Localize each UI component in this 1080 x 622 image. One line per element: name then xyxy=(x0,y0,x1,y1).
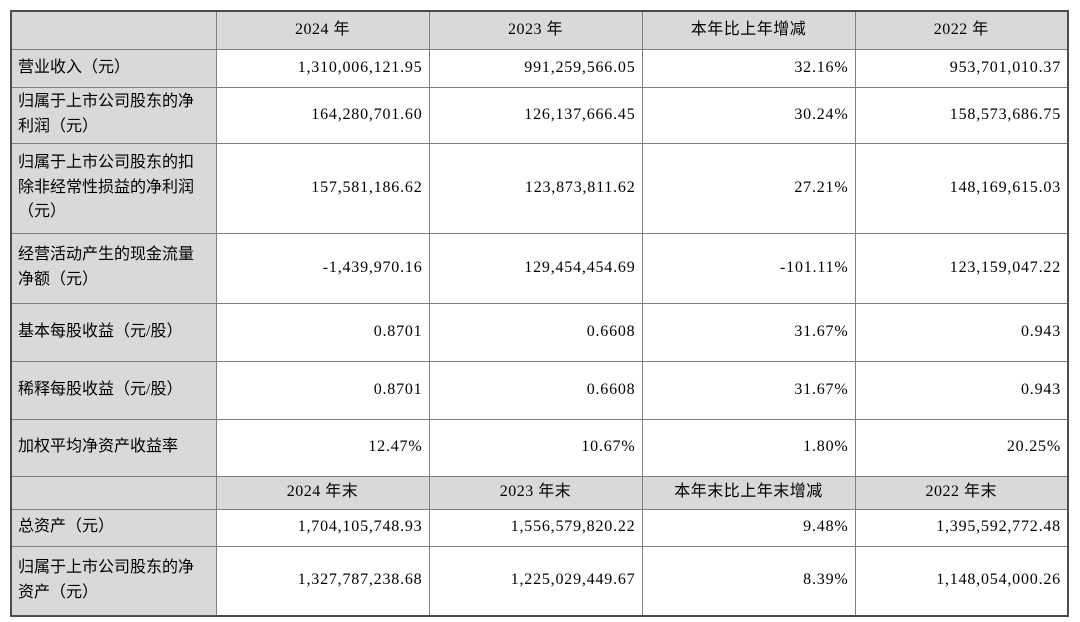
cell-value: 10.67% xyxy=(428,418,643,477)
cell-value: 0.8701 xyxy=(215,302,430,362)
col-header-year-end-change: 本年末比上年末增减 xyxy=(641,475,856,510)
cell-value: 12.47% xyxy=(215,418,430,477)
cell-value: 9.48% xyxy=(641,508,856,547)
cell-value: 0.943 xyxy=(854,302,1069,362)
cell-value: 1,225,029,449.67 xyxy=(428,545,643,617)
cell-value: 953,701,010.37 xyxy=(854,48,1069,88)
cell-value: -1,439,970.16 xyxy=(215,232,430,304)
table-row-net-assets: 归属于上市公司股东的净资产（元） 1,327,787,238.68 1,225,… xyxy=(10,545,1069,617)
row-label: 归属于上市公司股东的净资产（元） xyxy=(10,545,217,617)
cell-value: 1,556,579,820.22 xyxy=(428,508,643,547)
cell-value: 0.6608 xyxy=(428,360,643,420)
row-label: 营业收入（元） xyxy=(10,48,217,88)
table-row-total-assets: 总资产（元） 1,704,105,748.93 1,556,579,820.22… xyxy=(10,508,1069,547)
table-row-operating-cash-flow: 经营活动产生的现金流量净额（元） -1,439,970.16 129,454,4… xyxy=(10,232,1069,304)
table-row-basic-eps: 基本每股收益（元/股） 0.8701 0.6608 31.67% 0.943 xyxy=(10,302,1069,362)
cell-value: 31.67% xyxy=(641,360,856,420)
cell-value: 31.67% xyxy=(641,302,856,362)
financial-summary-table: 2024 年 2023 年 本年比上年增减 2022 年 营业收入（元） 1,3… xyxy=(10,10,1069,617)
col-header-2024: 2024 年 xyxy=(215,10,430,50)
cell-value: 1,327,787,238.68 xyxy=(215,545,430,617)
cell-value: 158,573,686.75 xyxy=(854,86,1069,144)
row-label: 加权平均净资产收益率 xyxy=(10,418,217,477)
table-row-net-profit-deducted: 归属于上市公司股东的扣除非经常性损益的净利润（元） 157,581,186.62… xyxy=(10,142,1069,234)
table-row-net-profit: 归属于上市公司股东的净利润（元） 164,280,701.60 126,137,… xyxy=(10,86,1069,144)
cell-value: -101.11% xyxy=(641,232,856,304)
year-end-header-row: 2024 年末 2023 年末 本年末比上年末增减 2022 年末 xyxy=(10,475,1069,510)
cell-value: 30.24% xyxy=(641,86,856,144)
cell-value: 0.943 xyxy=(854,360,1069,420)
row-label: 归属于上市公司股东的扣除非经常性损益的净利润（元） xyxy=(10,142,217,234)
col-header-2022-end: 2022 年末 xyxy=(854,475,1069,510)
cell-value: 0.6608 xyxy=(428,302,643,362)
corner-cell xyxy=(10,475,217,510)
col-header-2024-end: 2024 年末 xyxy=(215,475,430,510)
cell-value: 148,169,615.03 xyxy=(854,142,1069,234)
cell-value: 27.21% xyxy=(641,142,856,234)
row-label: 总资产（元） xyxy=(10,508,217,547)
col-header-2023-end: 2023 年末 xyxy=(428,475,643,510)
col-header-2022: 2022 年 xyxy=(854,10,1069,50)
col-header-2023: 2023 年 xyxy=(428,10,643,50)
year-header-row: 2024 年 2023 年 本年比上年增减 2022 年 xyxy=(10,10,1069,50)
row-label: 基本每股收益（元/股） xyxy=(10,302,217,362)
cell-value: 164,280,701.60 xyxy=(215,86,430,144)
row-label: 归属于上市公司股东的净利润（元） xyxy=(10,86,217,144)
row-label: 稀释每股收益（元/股） xyxy=(10,360,217,420)
cell-value: 1,704,105,748.93 xyxy=(215,508,430,547)
cell-value: 1,395,592,772.48 xyxy=(854,508,1069,547)
table-row-revenue: 营业收入（元） 1,310,006,121.95 991,259,566.05 … xyxy=(10,48,1069,88)
cell-value: 1.80% xyxy=(641,418,856,477)
col-header-yoy-change: 本年比上年增减 xyxy=(641,10,856,50)
cell-value: 1,148,054,000.26 xyxy=(854,545,1069,617)
cell-value: 20.25% xyxy=(854,418,1069,477)
table-row-weighted-avg-roe: 加权平均净资产收益率 12.47% 10.67% 1.80% 20.25% xyxy=(10,418,1069,477)
corner-cell xyxy=(10,10,217,50)
cell-value: 123,873,811.62 xyxy=(428,142,643,234)
cell-value: 0.8701 xyxy=(215,360,430,420)
cell-value: 991,259,566.05 xyxy=(428,48,643,88)
row-label: 经营活动产生的现金流量净额（元） xyxy=(10,232,217,304)
cell-value: 1,310,006,121.95 xyxy=(215,48,430,88)
cell-value: 126,137,666.45 xyxy=(428,86,643,144)
cell-value: 32.16% xyxy=(641,48,856,88)
cell-value: 8.39% xyxy=(641,545,856,617)
table-row-diluted-eps: 稀释每股收益（元/股） 0.8701 0.6608 31.67% 0.943 xyxy=(10,360,1069,420)
cell-value: 129,454,454.69 xyxy=(428,232,643,304)
cell-value: 157,581,186.62 xyxy=(215,142,430,234)
cell-value: 123,159,047.22 xyxy=(854,232,1069,304)
